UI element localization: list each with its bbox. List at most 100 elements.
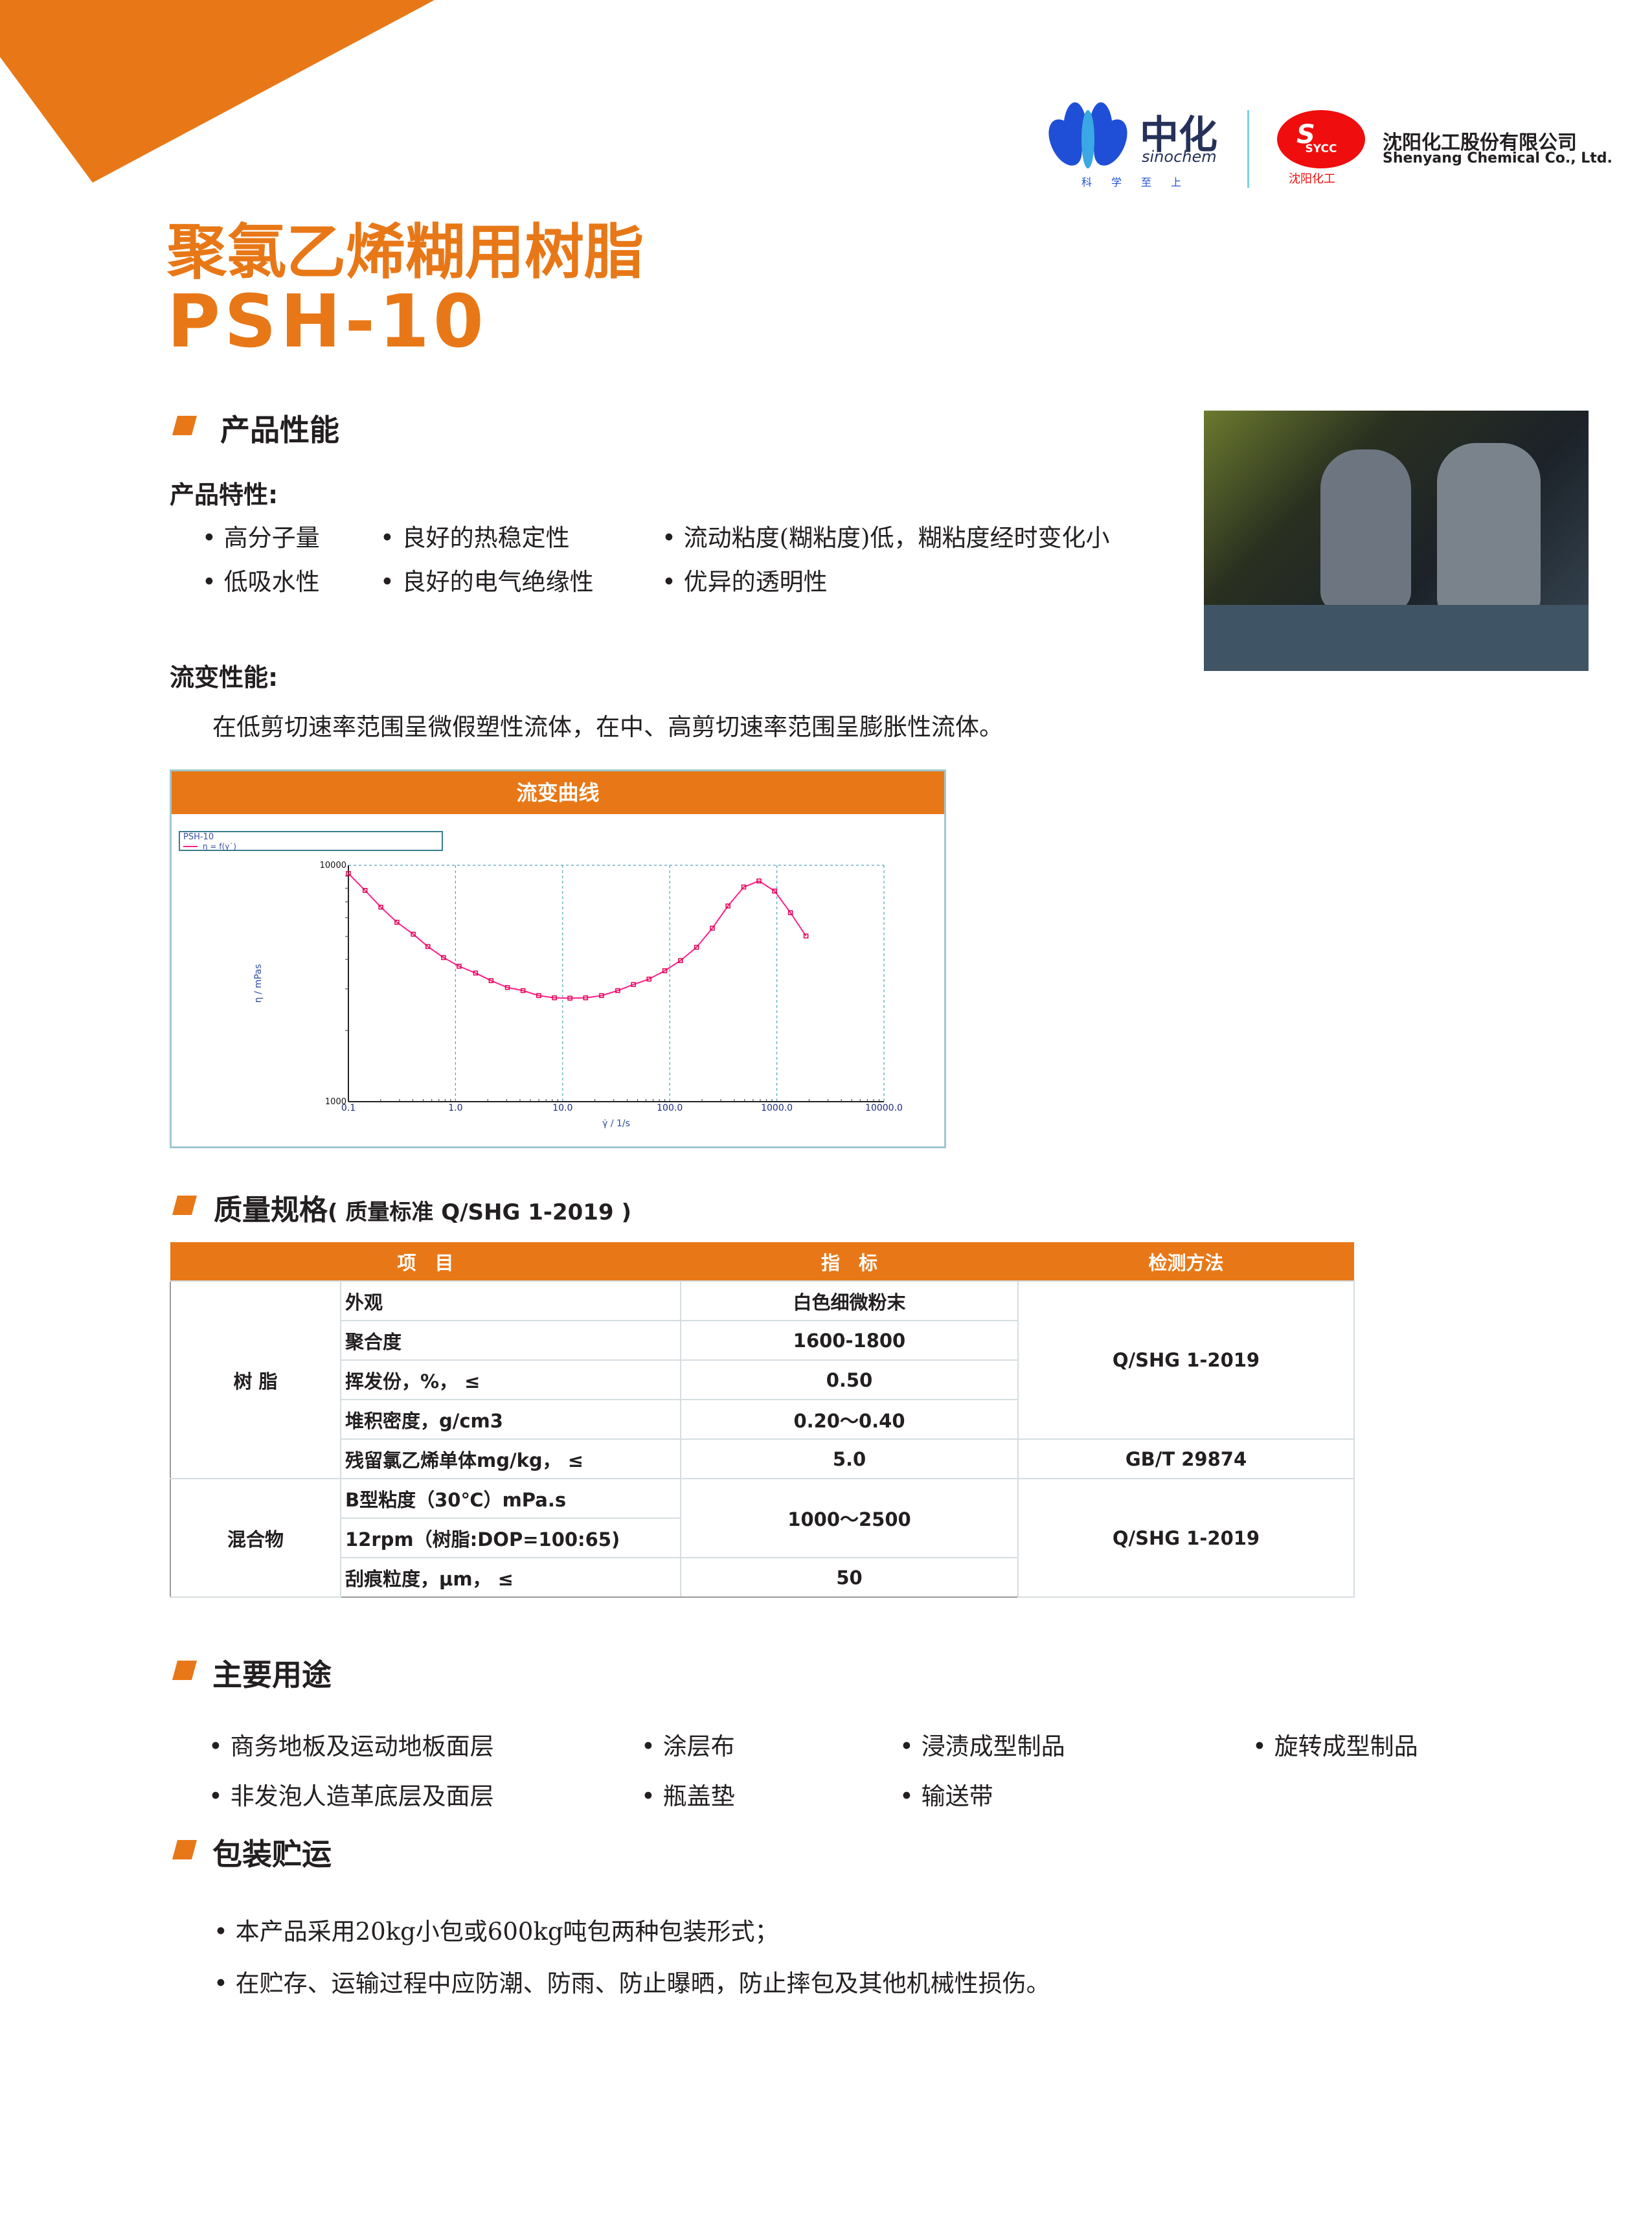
- legend-series: η = f(γ˙): [203, 842, 236, 851]
- feature-item: 低吸水性: [202, 562, 320, 597]
- series-line: [348, 872, 807, 999]
- use-item: 旋转成型制品: [1252, 1727, 1418, 1762]
- use-item: 涂层布: [641, 1727, 735, 1762]
- logo-divider: [1247, 110, 1249, 188]
- sinochem-cn: 中化: [1140, 113, 1217, 158]
- x-tick-label: 10.0: [552, 1103, 572, 1113]
- data-point: [567, 995, 572, 1001]
- x-tick-label: 1.0: [448, 1103, 462, 1113]
- data-point: [346, 870, 351, 876]
- feature-item: 流动粘度(糊粘度)低，糊粘度经时变化小: [662, 518, 1110, 553]
- data-point: [803, 933, 809, 938]
- table-row: 刮痕粒度，μm， ≤50: [170, 1557, 1354, 1598]
- table-row: 堆积密度，g/cm3 0.20～0.40: [170, 1399, 1354, 1440]
- spec-table: 项 目指 标检测方法 树 脂外观 白色细微粉末 Q/SHG 1-2019 聚合度 16…: [170, 1242, 1355, 1598]
- chart-svg: PSH-10η = f(γ˙) 0.1 1.0 10.0 100.0 1000.0 1000…: [179, 831, 903, 1129]
- sycc-logo: SYCC S: [1277, 110, 1365, 168]
- section-packaging: 包装贮运: [212, 1837, 332, 1872]
- data-point: [631, 982, 636, 987]
- legend-box: [179, 831, 443, 851]
- data-point: [615, 988, 620, 994]
- table-row: 混合物 B型粘度（30℃）mPa.s 1000～2500 Q/SHG 1-2019: [170, 1478, 1355, 1598]
- product-model: PSH-10: [167, 280, 488, 364]
- table-row: 12rpm（树脂:DOP=100:65): [170, 1517, 1354, 1558]
- table-row: 残留氯乙烯单体mg/kg， ≤5.0 GB/T 29874: [170, 1438, 1355, 1479]
- sinochem-flower-icon: [1048, 102, 1127, 168]
- sinochem-logo: 中化 sinochem 科学至上: [1046, 97, 1227, 194]
- chart-title: 流变曲线: [172, 771, 944, 814]
- section-performance: 产品性能: [220, 413, 339, 448]
- sycc-cn: 沈阳化工: [1289, 172, 1335, 186]
- col-header: 指 标: [681, 1242, 1018, 1281]
- rheology-label: 流变性能:: [170, 663, 278, 692]
- col-header: 检测方法: [1018, 1242, 1354, 1281]
- rheology-chart: 流变曲线 PSH-10 η = f(γ˙) 0.1 1.0 10.0 100.0 1000.…: [170, 769, 946, 1148]
- data-point: [411, 931, 416, 937]
- use-item: 浸渍成型制品: [900, 1727, 1065, 1762]
- data-point: [488, 978, 494, 983]
- data-point: [536, 993, 541, 998]
- packaging-item: 本产品采用20kg小包或600kg吨包两种包装形式；: [214, 1912, 779, 1947]
- data-point: [425, 944, 431, 949]
- y-tick-label: 10000: [320, 861, 346, 870]
- data-point: [646, 976, 652, 982]
- data-point: [552, 995, 557, 1001]
- rheology-text: 在低剪切速率范围呈微假塑性流体，在中、高剪切速率范围呈膨胀性流体。: [212, 713, 1003, 741]
- data-point: [710, 926, 715, 931]
- feature-item: 良好的电气绝缘性: [380, 562, 594, 597]
- feature-item: 良好的热稳定性: [380, 518, 570, 553]
- product-title: 聚氯乙烯糊用树脂: [167, 218, 644, 287]
- company-en: Shenyang Chemical Co., Ltd.: [1383, 150, 1612, 166]
- data-point: [599, 993, 604, 998]
- data-point: [394, 920, 400, 925]
- slogan: 科学至上: [1081, 176, 1201, 188]
- use-item: 输送带: [900, 1777, 993, 1811]
- sinochem-en: sinochem: [1142, 148, 1217, 166]
- x-tick-label: 100.0: [657, 1103, 683, 1113]
- data-point: [504, 985, 510, 990]
- company-cn: 沈阳化工股份有限公司: [1383, 131, 1577, 154]
- section-quality: 质量规格( 质量标准 Q/SHG 1-2019 ): [214, 1194, 631, 1227]
- use-item: 非发泡人造革底层及面层: [209, 1777, 494, 1811]
- packaging-item: 在贮存、运输过程中应防潮、防雨、防止曝晒，防止摔包及其他机械性损伤。: [214, 1964, 1050, 1999]
- col-header: 项 目: [170, 1242, 681, 1281]
- feature-item: 优异的透明性: [662, 562, 828, 597]
- data-point: [473, 970, 479, 976]
- x-tick-label: 1000.0: [761, 1103, 793, 1113]
- section-marker: [172, 416, 198, 435]
- features-label: 产品特性:: [170, 481, 278, 509]
- section-marker: [172, 1196, 198, 1215]
- y-tick-label: 1000: [325, 1097, 346, 1107]
- data-point: [741, 884, 747, 890]
- feature-item: 高分子量: [202, 518, 320, 553]
- legend-title: PSH-10: [183, 832, 214, 842]
- x-tick-label: 0.1: [341, 1103, 356, 1113]
- table-row: 挥发份，%， ≤0.50: [170, 1359, 1354, 1400]
- data-point: [787, 910, 793, 915]
- data-point: [662, 968, 668, 973]
- section-uses: 主要用途: [212, 1657, 332, 1692]
- data-point: [772, 889, 777, 894]
- table-row: 树 脂外观 白色细微粉末 Q/SHG 1-2019: [170, 1280, 1355, 1479]
- table-row: 聚合度 1600-1800: [170, 1320, 1354, 1361]
- data-point: [441, 955, 446, 960]
- corner-decoration: [0, 0, 435, 183]
- use-item: 瓶盖垫: [641, 1777, 735, 1811]
- data-point: [694, 944, 699, 950]
- data-point: [678, 958, 683, 963]
- x-axis-label: γ̇ / 1/s: [602, 1119, 630, 1129]
- data-point: [583, 995, 589, 1001]
- data-point: [378, 904, 383, 910]
- use-item: 商务地板及运动地板面层: [209, 1727, 494, 1762]
- data-point: [756, 878, 762, 884]
- quality-standard: ( 质量标准 Q/SHG 1-2019 ): [328, 1199, 631, 1225]
- section-marker: [172, 1840, 198, 1859]
- data-point: [362, 888, 368, 893]
- y-axis-label: η / mPas: [253, 964, 264, 1003]
- section-marker: [172, 1661, 198, 1680]
- data-point: [725, 903, 730, 909]
- data-point: [457, 964, 462, 969]
- data-point: [520, 988, 526, 994]
- x-tick-label: 10000.0: [865, 1103, 903, 1113]
- car-seat-photo: [1204, 411, 1589, 671]
